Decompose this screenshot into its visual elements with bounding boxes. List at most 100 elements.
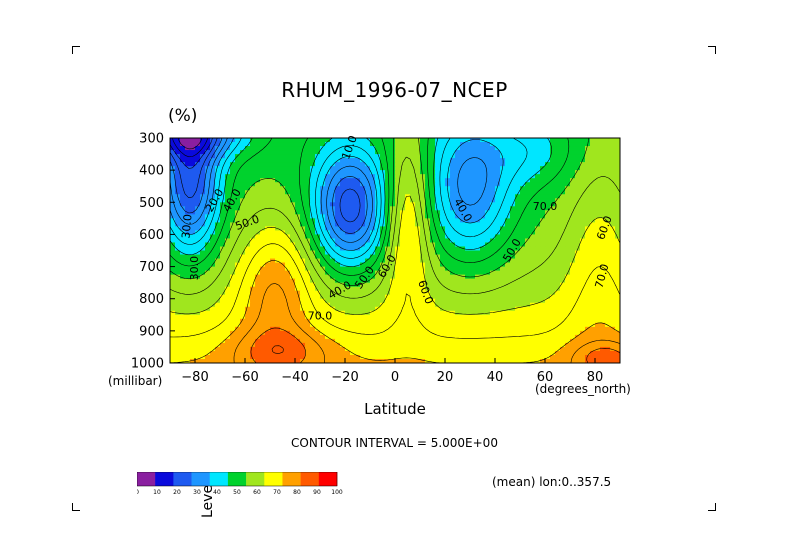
contour-cell (350, 190, 356, 195)
contour-cell (360, 338, 366, 344)
contour-cell (280, 290, 286, 296)
contour-cell (175, 358, 181, 363)
contour-cell (340, 218, 346, 223)
contour-cell (185, 222, 191, 227)
contour-cell (335, 142, 341, 147)
contour-cell (330, 286, 336, 292)
contour-cell (480, 338, 486, 344)
contour-cell (175, 270, 181, 276)
contour-cell (355, 262, 361, 268)
contour-cell (325, 282, 331, 288)
contour-cell (280, 234, 286, 240)
contour-cell (390, 254, 396, 260)
contour-cell (400, 330, 406, 336)
contour-cell (545, 158, 551, 163)
contour-cell (540, 202, 546, 207)
contour-cell (600, 258, 606, 264)
contour-cell (225, 182, 231, 187)
contour-cell (190, 294, 196, 300)
contour-cell (605, 314, 611, 320)
contour-cell (495, 310, 501, 316)
contour-cell (555, 242, 561, 248)
contour-cell (535, 254, 541, 260)
contour-cell (360, 310, 366, 316)
contour-cell (240, 194, 246, 199)
contour-cell (550, 302, 556, 308)
contour-cell (265, 354, 271, 360)
contour-cell (300, 326, 306, 332)
contour-cell (405, 166, 411, 171)
contour-cell (425, 250, 431, 256)
contour-cell (315, 342, 321, 348)
contour-cell (610, 198, 616, 203)
contour-cell (585, 218, 591, 223)
contour-cell (395, 266, 401, 272)
contour-cell (590, 138, 596, 143)
contour-cell (510, 214, 516, 219)
contour-cell (465, 262, 471, 268)
contour-cell (280, 202, 286, 207)
contour-cell (270, 278, 276, 284)
contour-cell (295, 206, 301, 211)
contour-cell (225, 174, 231, 179)
contour-cell (245, 342, 251, 348)
contour-cell (315, 222, 321, 227)
contour-cell (190, 138, 196, 143)
contour-cell (230, 326, 236, 332)
contour-cell (220, 270, 226, 276)
contour-cell (365, 170, 371, 175)
contour-cell (345, 342, 351, 348)
contour-cell (375, 166, 381, 171)
contour-cell (470, 318, 476, 324)
contour-cell (610, 318, 616, 324)
contour-cell (200, 358, 206, 363)
contour-cell (440, 298, 446, 304)
contour-cell (390, 354, 396, 360)
contour-cell (440, 322, 446, 328)
contour-cell (305, 214, 311, 219)
contour-cell (320, 354, 326, 360)
contour-cell (270, 166, 276, 171)
contour-cell (580, 346, 586, 352)
contour-cell (365, 326, 371, 332)
contour-cell (595, 162, 601, 167)
contour-cell (290, 302, 296, 308)
contour-cell (530, 234, 536, 240)
contour-cell (500, 326, 506, 332)
contour-cell (220, 274, 226, 280)
contour-cell (515, 138, 521, 143)
contour-cell (260, 218, 266, 223)
contour-cell (445, 330, 451, 336)
contour-cell (365, 350, 371, 356)
contour-cell (440, 302, 446, 308)
contour-cell (535, 342, 541, 348)
contour-cell (445, 298, 451, 304)
contour-cell (235, 286, 241, 292)
contour-cell (385, 150, 391, 155)
contour-cell (285, 206, 291, 211)
contour-cell (250, 242, 256, 248)
contour-cell (560, 346, 566, 352)
contour-cell (580, 214, 586, 219)
contour-cell (365, 338, 371, 344)
contour-cell (220, 218, 226, 223)
contour-cell (320, 250, 326, 256)
contour-cell (325, 218, 331, 223)
contour-cell (405, 278, 411, 284)
contour-cell (300, 174, 306, 179)
contour-cell (205, 230, 211, 236)
contour-cell (565, 190, 571, 195)
contour-cell (615, 142, 620, 147)
contour-cell (300, 282, 306, 288)
contour-cell (460, 186, 466, 191)
contour-cell (555, 326, 561, 332)
contour-cell (315, 186, 321, 191)
contour-cell (590, 342, 596, 348)
contour-cell (295, 174, 301, 179)
contour-cell (480, 186, 486, 191)
contour-cell (530, 218, 536, 223)
contour-cell (570, 202, 576, 207)
contour-cell (440, 178, 446, 183)
contour-cell (515, 318, 521, 324)
contour-cell (570, 274, 576, 280)
